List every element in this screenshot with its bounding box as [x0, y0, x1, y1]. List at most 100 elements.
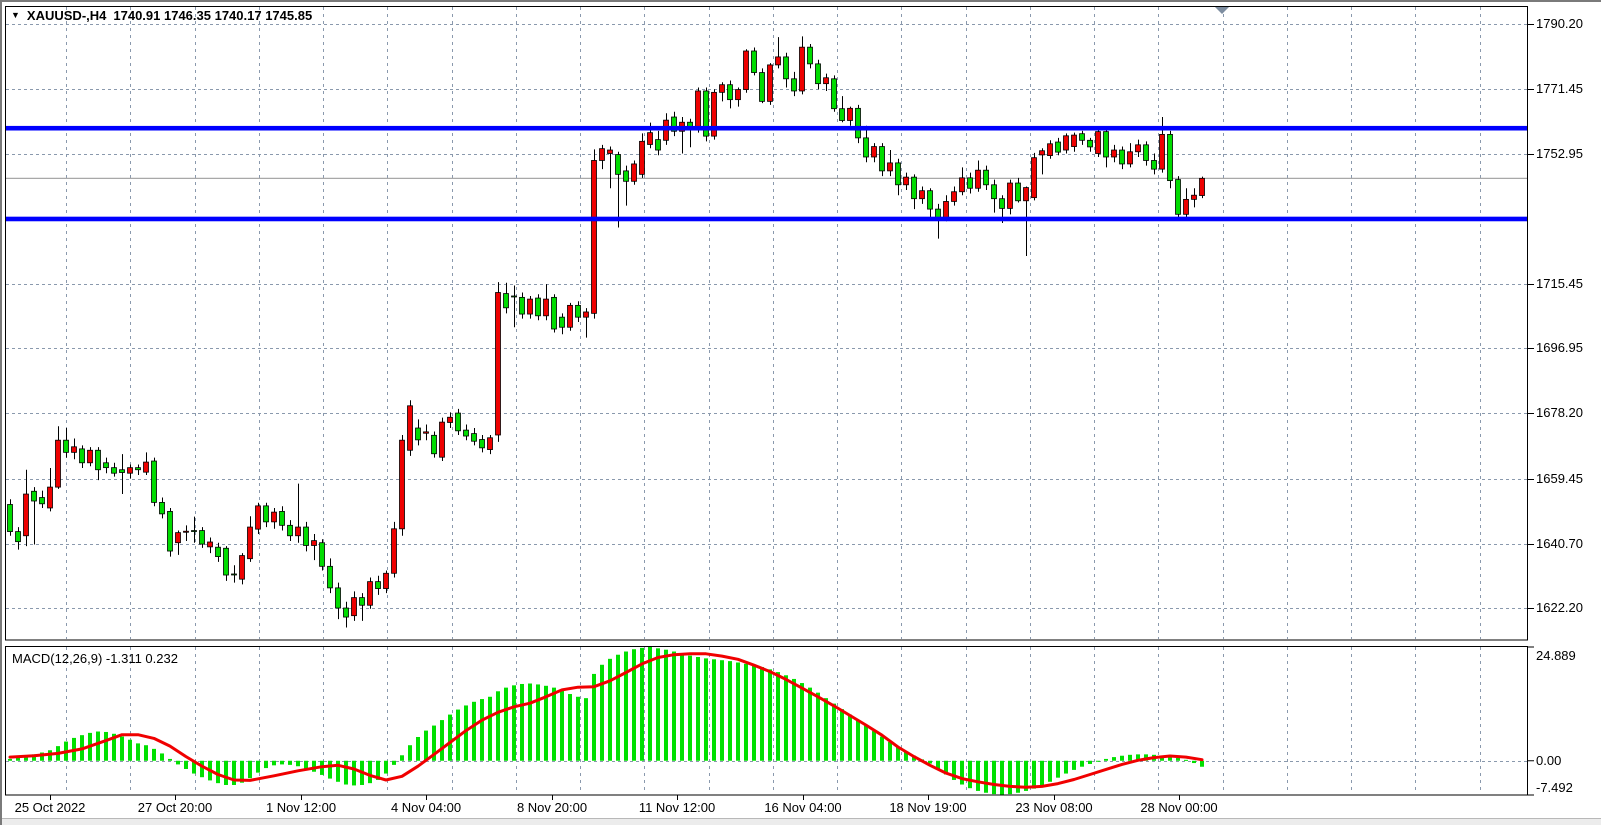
- symbol-dropdown-icon[interactable]: ▼: [11, 10, 20, 20]
- candle-bear: [927, 190, 933, 210]
- candle-bear: [751, 50, 757, 73]
- candle-bear: [759, 72, 765, 102]
- macd-bar: [1200, 760, 1204, 767]
- candle-bull: [1183, 198, 1189, 215]
- candle-bull: [1095, 131, 1101, 154]
- candle-bear: [119, 469, 125, 473]
- time-axis[interactable]: 25 Oct 2022 27 Oct 20:00 1 Nov 12:00 4 Nov …: [2, 797, 1528, 817]
- candle-bull: [1039, 150, 1045, 156]
- macd-bar: [696, 657, 700, 761]
- price-axis[interactable]: 1760.28 1745.85 1734.16 24.889 0.00 -7.4…: [1528, 2, 1601, 817]
- macd-bar: [544, 685, 548, 761]
- macd-bar: [472, 701, 476, 761]
- macd-bar: [960, 760, 964, 785]
- candle-bull: [639, 140, 645, 175]
- macd-bar: [32, 754, 36, 761]
- candle-bear: [1087, 139, 1093, 148]
- candle-bull: [239, 555, 245, 580]
- macd-bar: [944, 760, 948, 775]
- macd-bar: [776, 672, 780, 761]
- macd-bar: [352, 760, 356, 786]
- macd-bar: [224, 760, 228, 785]
- candle-bull: [399, 439, 405, 530]
- macd-bar: [744, 663, 748, 761]
- macd-bar: [712, 659, 716, 761]
- macd-bar: [256, 760, 260, 773]
- candle-bull: [1007, 182, 1013, 209]
- candle-bull: [495, 292, 501, 436]
- price-axis-label: 1752.95: [1536, 145, 1583, 161]
- macd-bar: [832, 703, 836, 761]
- candle-bear: [223, 547, 229, 576]
- macd-bar: [144, 745, 148, 761]
- macd-bar: [1080, 760, 1084, 767]
- chart-shift-marker-icon[interactable]: [1215, 7, 1229, 14]
- candle-bear: [1175, 179, 1181, 215]
- candle-bear: [839, 108, 845, 121]
- price-level-line[interactable]: [5, 125, 1528, 131]
- macd-bar: [768, 669, 772, 761]
- candle-bear: [791, 78, 797, 92]
- candle-bear: [319, 542, 325, 567]
- macd-bar: [904, 751, 908, 761]
- candle-bull: [823, 77, 829, 85]
- macd-bar: [504, 687, 508, 761]
- macd-bar: [880, 736, 884, 761]
- macd-bar: [288, 760, 292, 765]
- price-level-line[interactable]: [5, 216, 1528, 222]
- macd-bar: [1184, 759, 1188, 761]
- candle-bear: [983, 169, 989, 186]
- macd-bar: [128, 739, 132, 761]
- candle-bear: [831, 78, 837, 110]
- candle-bull: [919, 190, 925, 200]
- macd-bar: [24, 756, 28, 761]
- candle-bull: [1135, 144, 1141, 153]
- macd-bar: [824, 698, 828, 761]
- macd-bar: [464, 705, 468, 761]
- price-axis-label: 1622.20: [1536, 600, 1583, 616]
- candle-bear: [79, 448, 85, 464]
- macd-bar: [984, 760, 988, 793]
- macd-bar: [896, 747, 900, 761]
- candle-bear: [167, 511, 173, 552]
- macd-bar: [336, 760, 340, 782]
- macd-bar: [1056, 760, 1060, 778]
- candle-bear: [1079, 133, 1085, 141]
- ohlc-values-label: 1740.91 1746.35 1740.17 1745.85: [113, 8, 313, 23]
- macd-bar: [488, 696, 492, 761]
- macd-bar: [424, 730, 428, 761]
- candle-bull: [887, 162, 893, 172]
- price-axis-label: 1659.45: [1536, 470, 1583, 486]
- candle-bull: [1071, 134, 1077, 147]
- candle-bull: [351, 597, 357, 617]
- candle-bear: [1151, 160, 1157, 170]
- time-axis-label: 28 Nov 00:00: [1140, 800, 1218, 815]
- macd-bar: [1104, 758, 1108, 761]
- candle-bull: [1111, 149, 1117, 158]
- candle-bear: [343, 607, 349, 618]
- macd-bar: [872, 731, 876, 761]
- candle-bull: [23, 493, 29, 537]
- candle-bear: [895, 162, 901, 186]
- candles-series: [7, 36, 1205, 628]
- candle-bull: [447, 416, 453, 423]
- candle-bull: [871, 146, 877, 158]
- macd-bar: [376, 760, 380, 780]
- macd-bar: [448, 714, 452, 761]
- macd-bar: [704, 658, 708, 761]
- macd-bar: [416, 736, 420, 761]
- macd-panel-border: [5, 646, 1528, 796]
- candle-bull: [47, 486, 53, 509]
- macd-bar: [8, 758, 12, 761]
- macd-bar: [168, 758, 172, 761]
- horizontal-level-lines[interactable]: [5, 125, 1528, 222]
- candle-bear: [1055, 141, 1061, 153]
- price-axis-label: 1640.70: [1536, 535, 1583, 551]
- window-bottom-strip: [2, 818, 1601, 825]
- macd-bar: [720, 660, 724, 761]
- candle-bull: [247, 526, 253, 560]
- macd-bar: [1008, 760, 1012, 795]
- candle-bear: [463, 429, 469, 437]
- main-panel-border: [5, 6, 1528, 641]
